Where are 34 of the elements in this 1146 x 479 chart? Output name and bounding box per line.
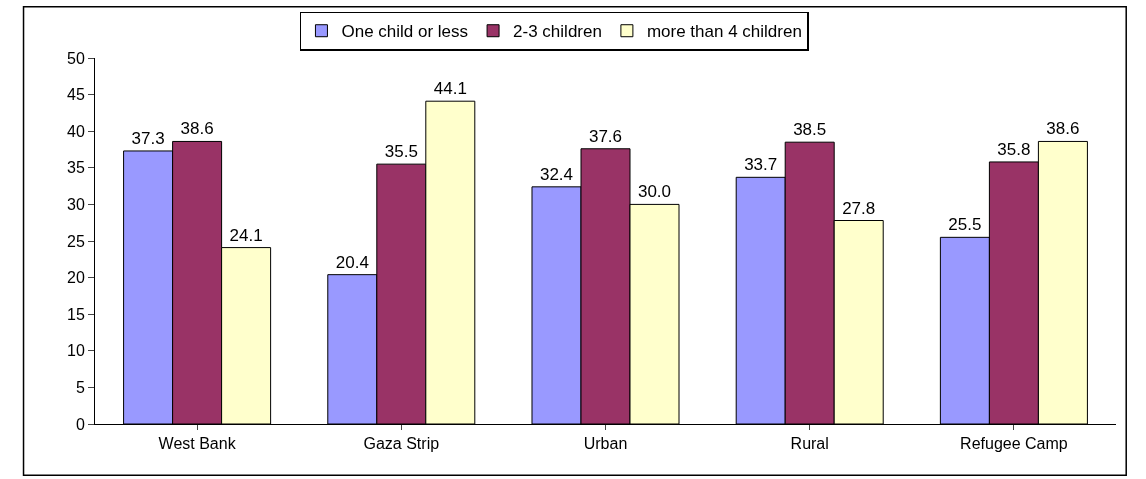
data-label: 37.3	[131, 128, 165, 148]
y-tick-label: 20	[67, 269, 85, 287]
x-tick-label: Urban	[583, 435, 628, 453]
data-label: 25.5	[948, 215, 982, 235]
data-label: 44.1	[433, 79, 467, 99]
data-label: 32.4	[539, 164, 574, 184]
y-tick-label: 35	[67, 159, 85, 177]
data-label: 30.0	[637, 182, 672, 202]
data-label: 38.5	[793, 120, 827, 140]
y-tick-label: 30	[67, 196, 85, 213]
data-label: 38.6	[1046, 119, 1080, 139]
legend-label: more than 4 children	[646, 22, 802, 42]
data-label: 35.8	[997, 139, 1031, 159]
data-label: 20.4	[335, 252, 369, 272]
y-tick-label: 45	[67, 86, 85, 104]
legend-label: 2-3 children	[513, 22, 602, 42]
x-tick-label: Rural	[790, 435, 829, 453]
data-label: 35.5	[384, 142, 418, 162]
data-label: 37.6	[588, 126, 623, 146]
x-tick-label: West Bank	[158, 435, 237, 453]
y-tick-label: 10	[67, 342, 85, 360]
y-tick-label: 5	[75, 379, 85, 396]
x-tick-label: Refugee Camp	[960, 435, 1068, 453]
y-tick-label: 40	[67, 122, 85, 140]
data-label: 24.1	[229, 225, 263, 245]
data-label: 33.7	[744, 155, 778, 175]
y-tick-label: 15	[67, 305, 85, 323]
data-label: 27.8	[842, 198, 876, 218]
x-tick-label: Gaza Strip	[363, 435, 440, 453]
legend-label: One child or less	[341, 22, 469, 42]
y-tick-label: 50	[67, 49, 85, 67]
y-tick-label: 0	[75, 415, 85, 433]
data-label: 38.6	[180, 119, 214, 139]
y-tick-label: 25	[67, 232, 85, 250]
